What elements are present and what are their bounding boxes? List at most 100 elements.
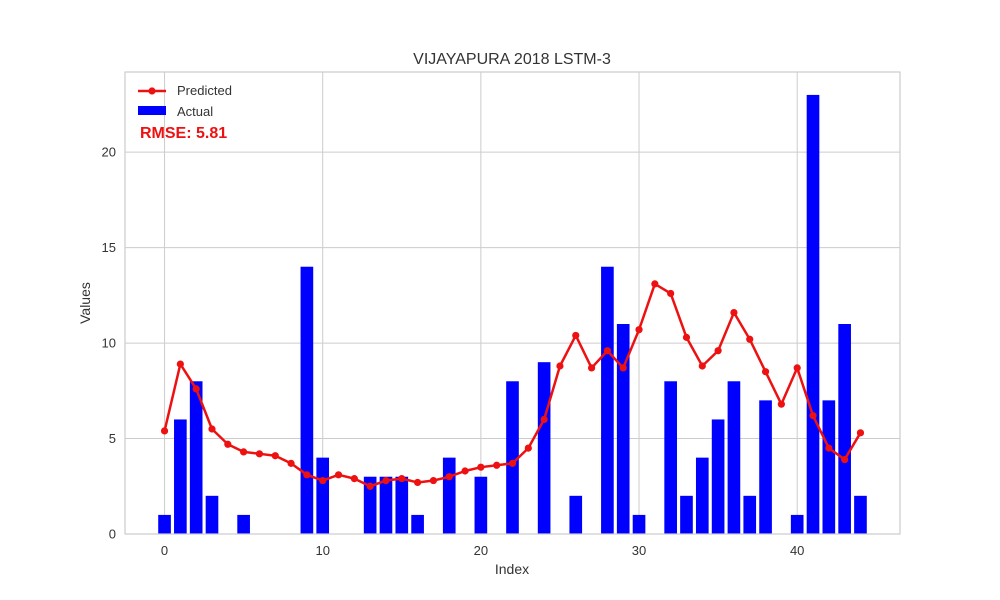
- predicted-point: [192, 385, 200, 393]
- bar-actual: [158, 514, 171, 534]
- predicted-point: [382, 476, 390, 485]
- bar-actual: [838, 324, 851, 534]
- chart-title: VIJAYAPURA 2018 LSTM-3: [413, 51, 611, 68]
- bar-actual: [237, 514, 250, 534]
- rmse-annotation: RMSE: 5.81: [140, 125, 227, 142]
- bar-actual: [727, 381, 741, 534]
- predicted-point: [698, 362, 706, 370]
- predicted-point: [160, 427, 169, 435]
- predicted-point: [777, 400, 785, 408]
- predicted-point: [524, 444, 532, 452]
- predicted-point: [635, 326, 643, 334]
- plot-frame: [124, 71, 901, 535]
- predicted-point: [761, 368, 770, 376]
- predicted-point: [366, 482, 374, 490]
- predicted-point: [319, 476, 327, 485]
- bar-actual: [854, 495, 867, 534]
- predicted-point: [287, 459, 295, 467]
- legend-actual-label: Actual: [177, 104, 213, 119]
- predicted-point: [414, 478, 422, 487]
- bar-actual: [442, 457, 456, 534]
- bar-actual: [790, 514, 804, 534]
- bar-actual: [743, 495, 757, 534]
- x-tick-label: 30: [632, 543, 646, 558]
- predicted-point: [508, 459, 517, 467]
- bar-actual: [506, 381, 519, 534]
- bar-actual: [474, 476, 488, 534]
- predicted-point: [603, 347, 611, 355]
- predicted-point: [682, 333, 691, 341]
- y-tick-label: 10: [102, 336, 116, 351]
- bar-actual: [664, 381, 677, 534]
- x-tick-label: 40: [790, 543, 804, 558]
- y-axis-label: Values: [77, 282, 93, 324]
- bar-actual: [680, 495, 693, 534]
- bar-actual: [379, 476, 393, 534]
- predicted-point: [825, 444, 833, 452]
- predicted-point: [493, 461, 501, 469]
- predicted-point: [445, 473, 453, 481]
- predicted-point: [334, 471, 343, 479]
- bar-actual: [806, 94, 820, 534]
- bar-actual: [174, 419, 187, 534]
- legend-predicted-label: Predicted: [177, 83, 232, 98]
- predicted-point: [224, 440, 232, 448]
- bar-actual: [822, 400, 836, 534]
- predicted-point: [303, 471, 311, 479]
- bar-actual: [316, 457, 330, 534]
- bar-actual: [601, 266, 614, 534]
- predicted-point: [208, 425, 216, 433]
- bar-actual: [711, 419, 725, 534]
- bar-actual: [411, 514, 424, 534]
- tick-labels: 0 10 20 30 40 0 5 10 15 20: [102, 145, 805, 558]
- predicted-point: [255, 450, 264, 458]
- bar-actual: [395, 476, 409, 534]
- predicted-point: [572, 331, 580, 340]
- bar-actual: [616, 324, 630, 534]
- y-tick-label: 15: [102, 240, 116, 255]
- predicted-point: [587, 364, 596, 372]
- predicted-point: [350, 475, 358, 483]
- y-tick-label: 5: [109, 431, 116, 446]
- legend-predicted-marker: [148, 87, 156, 95]
- predicted-point: [461, 467, 469, 475]
- bar-actual: [205, 495, 219, 534]
- predicted-point: [176, 360, 184, 368]
- bar-actual: [695, 457, 709, 534]
- predicted-point: [730, 308, 738, 317]
- y-tick-label: 0: [109, 527, 116, 542]
- predicted-point: [714, 347, 722, 355]
- predicted-point: [540, 415, 548, 424]
- predicted-point: [793, 364, 801, 372]
- predicted-point: [477, 463, 485, 471]
- bar-actual: [189, 381, 203, 534]
- predicted-point: [809, 412, 817, 420]
- predicted-point: [667, 289, 675, 298]
- x-tick-label: 10: [315, 543, 329, 558]
- predicted-point: [240, 448, 248, 456]
- predicted-point: [619, 364, 627, 372]
- bar-actual: [300, 266, 314, 534]
- bar-actual: [537, 362, 551, 534]
- bar-actual: [632, 514, 646, 534]
- legend-actual-swatch: [138, 106, 166, 115]
- bar-actual: [759, 400, 772, 534]
- predicted-point: [429, 476, 438, 485]
- predicted-point: [271, 452, 279, 460]
- predicted-point: [856, 429, 865, 437]
- bar-actual: [363, 476, 377, 534]
- x-tick-label: 0: [161, 543, 168, 558]
- line-predicted: [160, 280, 865, 490]
- x-axis-label: Index: [495, 561, 529, 577]
- y-tick-label: 20: [102, 145, 116, 160]
- predicted-point: [556, 362, 564, 370]
- predicted-point: [746, 335, 754, 343]
- legend: Predicted Actual RMSE: 5.81: [138, 83, 232, 142]
- predicted-point: [841, 455, 849, 464]
- x-tick-label: 20: [474, 543, 488, 558]
- predicted-point: [651, 280, 659, 288]
- bar-actual: [569, 495, 583, 534]
- bars-actual: [158, 94, 867, 534]
- predicted-point: [398, 475, 406, 483]
